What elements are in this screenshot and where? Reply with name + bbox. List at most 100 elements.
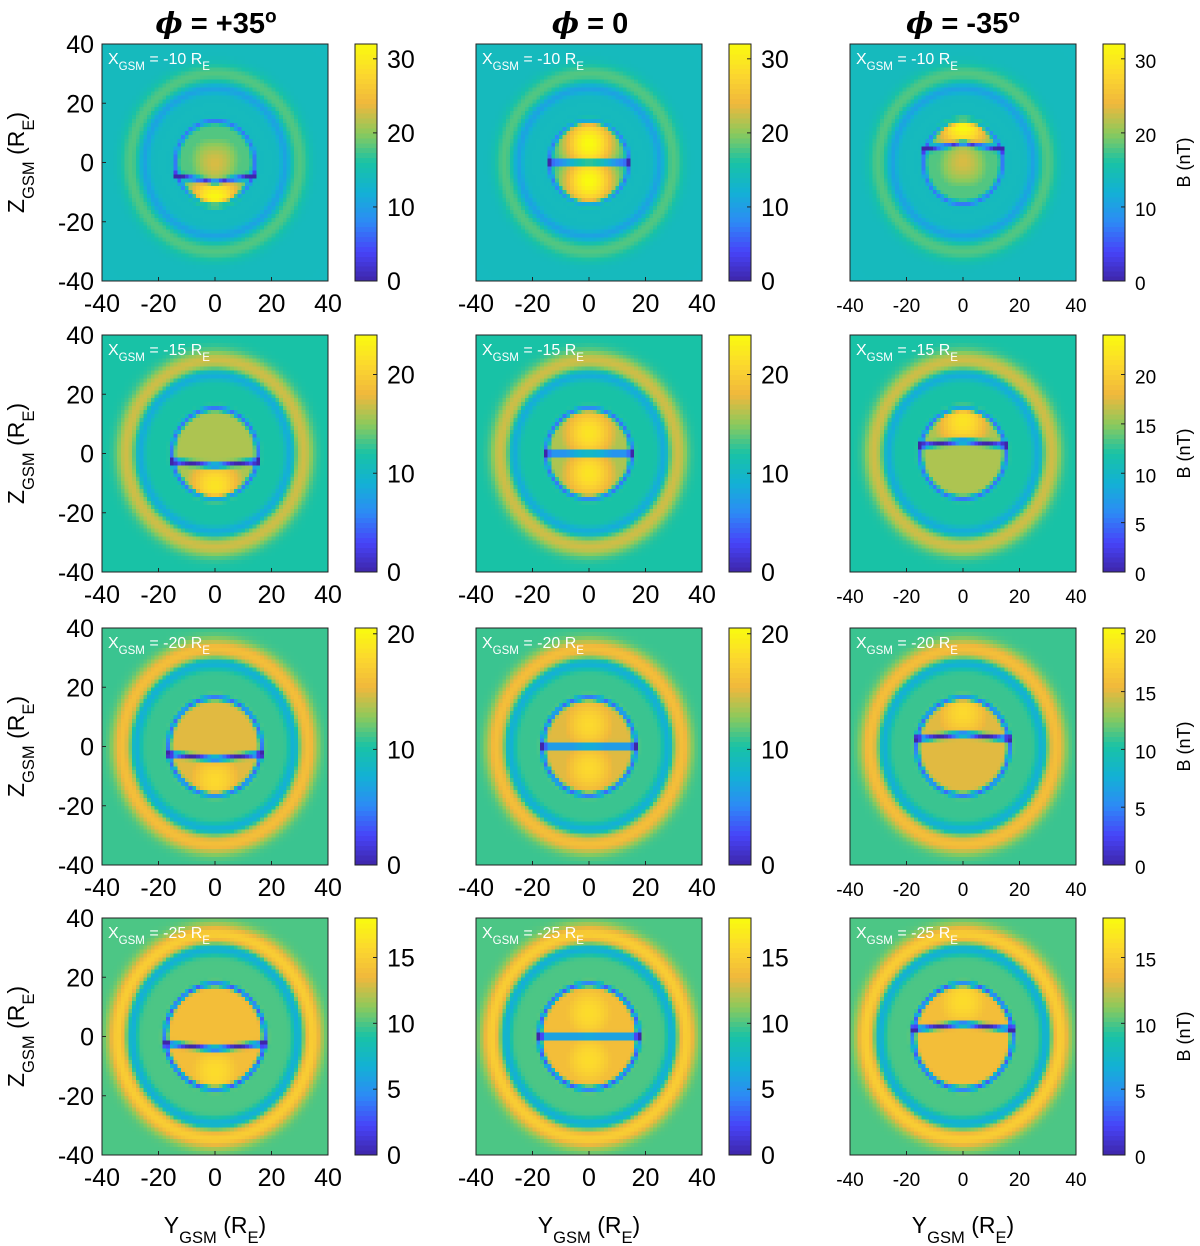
heatmap-cell <box>301 59 306 65</box>
heatmap-cell <box>222 205 227 211</box>
heatmap-cell <box>218 273 223 278</box>
heatmap-cell <box>158 277 163 282</box>
heatmap-cell <box>154 205 159 211</box>
heatmap-cell <box>248 186 254 191</box>
heatmap-cell <box>487 241 492 246</box>
heatmap-cell <box>245 170 250 175</box>
heatmap-cell <box>320 190 325 195</box>
heatmap-cell <box>248 198 254 203</box>
heatmap-cell <box>109 154 114 159</box>
heatmap-cell <box>297 158 303 163</box>
heatmap-cell <box>267 186 272 191</box>
heatmap-cell <box>297 71 303 76</box>
heatmap-cell <box>256 174 261 179</box>
heatmap-cell <box>105 119 110 124</box>
heatmap-cell <box>267 158 272 163</box>
heatmap-cell <box>271 202 276 207</box>
heatmap-cell <box>256 75 261 80</box>
heatmap-cell <box>192 146 197 152</box>
heatmap-cell <box>263 209 269 215</box>
heatmap-cell <box>177 178 182 183</box>
heatmap-cell <box>196 44 201 49</box>
heatmap-cell <box>226 178 231 183</box>
heatmap-cell <box>513 134 518 140</box>
heatmap-cell <box>215 119 220 124</box>
heatmap-cell <box>222 55 227 61</box>
heatmap-cell <box>316 205 321 211</box>
heatmap-cell <box>494 170 499 175</box>
heatmap-cell <box>256 123 261 128</box>
heatmap-cell <box>536 241 541 246</box>
heatmap-cell <box>237 225 242 231</box>
heatmap-cell <box>267 47 272 53</box>
heatmap-cell <box>521 47 526 53</box>
heatmap-cell <box>547 119 552 124</box>
heatmap-cell <box>196 209 201 215</box>
heatmap-cell <box>502 205 507 211</box>
heatmap-cell <box>316 249 321 254</box>
heatmap-cell <box>521 75 526 80</box>
heatmap-cell <box>211 162 216 167</box>
heatmap-cell <box>124 237 129 242</box>
heatmap-cell <box>241 44 246 49</box>
heatmap-cell <box>271 146 276 152</box>
heatmap-cell <box>536 269 541 274</box>
heatmap-cell <box>113 63 118 69</box>
heatmap-cell <box>192 190 197 195</box>
heatmap-cell <box>502 194 507 199</box>
heatmap-cell <box>316 134 321 140</box>
heatmap-cell <box>135 55 141 61</box>
heatmap-cell <box>252 47 257 53</box>
heatmap-cell <box>305 130 310 136</box>
heatmap-cell <box>132 249 137 254</box>
heatmap-cell <box>150 194 156 199</box>
heatmap-cell <box>260 91 265 96</box>
heatmap-cell <box>555 142 560 148</box>
heatmap-cell <box>143 162 148 167</box>
heatmap-cell <box>218 261 223 266</box>
heatmap-cell <box>286 44 291 49</box>
heatmap-cell <box>309 47 314 53</box>
heatmap-cell <box>117 130 122 136</box>
heatmap-cell <box>301 182 306 187</box>
heatmap-cell <box>188 158 193 163</box>
heatmap-cell <box>267 146 272 152</box>
heatmap-cell <box>102 277 107 282</box>
heatmap-cell <box>494 269 499 274</box>
heatmap-cell <box>256 217 261 223</box>
heatmap-cell <box>271 44 276 49</box>
heatmap-cell <box>211 107 216 112</box>
heatmap-cell <box>147 134 152 140</box>
heatmap-cell <box>237 261 242 266</box>
heatmap-cell <box>150 170 156 175</box>
heatmap-cell <box>506 269 511 274</box>
heatmap-cell <box>517 225 522 231</box>
heatmap-cell <box>143 71 148 76</box>
heatmap-cell <box>207 142 212 148</box>
heatmap-cell <box>147 205 152 211</box>
heatmap-cell <box>536 59 541 65</box>
heatmap-cell <box>177 130 182 136</box>
heatmap-cell <box>305 233 310 238</box>
heatmap-cell <box>128 265 133 270</box>
heatmap-cell <box>483 111 488 116</box>
heatmap-cell <box>297 233 303 238</box>
heatmap-cell <box>169 87 174 92</box>
heatmap-cell <box>188 241 193 246</box>
heatmap-cell <box>297 63 303 69</box>
heatmap-cell <box>524 265 530 270</box>
heatmap-cell <box>260 182 265 187</box>
heatmap-cell <box>102 130 107 136</box>
heatmap-cell <box>222 213 227 219</box>
heatmap-cell <box>260 87 265 92</box>
heatmap-cell <box>528 198 533 203</box>
heatmap-cell <box>109 130 114 136</box>
heatmap-cell <box>203 174 208 179</box>
heatmap-cell <box>162 190 167 195</box>
heatmap-cell <box>487 138 492 144</box>
heatmap-cell <box>128 225 133 231</box>
heatmap-cell <box>532 99 537 104</box>
heatmap-cell <box>260 229 265 234</box>
heatmap-cell <box>162 194 167 199</box>
heatmap-cell <box>543 198 548 203</box>
